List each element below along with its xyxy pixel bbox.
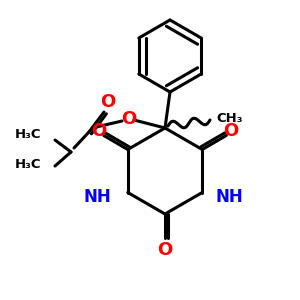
Text: CH₃: CH₃ bbox=[216, 112, 242, 124]
Text: O: O bbox=[91, 122, 106, 140]
Text: H₃C: H₃C bbox=[14, 128, 41, 142]
Text: H₃C: H₃C bbox=[14, 158, 41, 172]
Text: O: O bbox=[122, 110, 136, 128]
Text: O: O bbox=[100, 93, 116, 111]
Text: NH: NH bbox=[83, 188, 111, 206]
Text: NH: NH bbox=[215, 188, 243, 206]
Text: O: O bbox=[224, 122, 239, 140]
Text: O: O bbox=[158, 241, 172, 259]
